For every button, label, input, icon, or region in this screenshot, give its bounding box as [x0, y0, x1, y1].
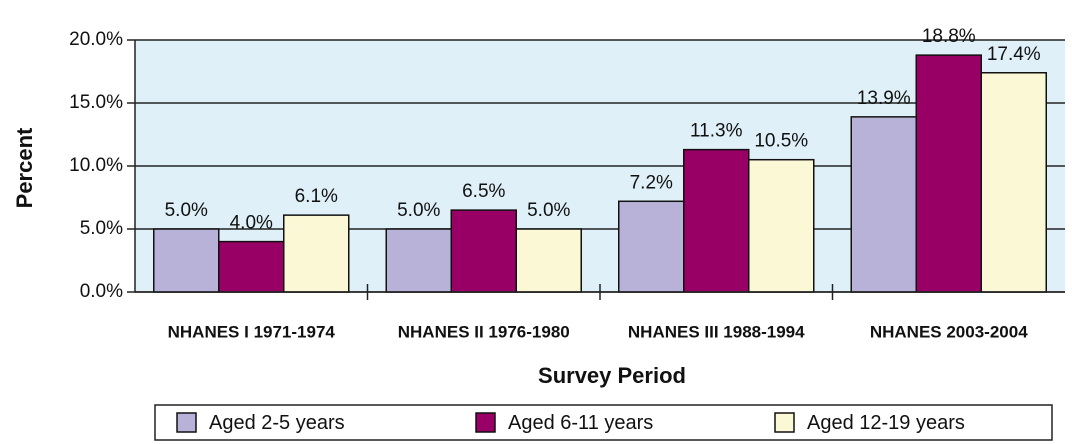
bar	[748, 158, 815, 293]
value-label: 6.5%	[462, 181, 505, 202]
legend-swatch	[475, 412, 496, 433]
bar	[515, 228, 582, 293]
bar	[980, 72, 1047, 293]
y-tick-label: 20.0%	[69, 29, 123, 50]
x-tick-label: NHANES II 1976-1980	[398, 322, 570, 341]
bar	[385, 228, 452, 293]
y-axis-label: Percent	[12, 127, 37, 208]
bar	[153, 228, 220, 293]
y-tick-label: 0.0%	[80, 281, 123, 302]
y-tick-label: 15.0%	[69, 92, 123, 113]
bar	[283, 214, 350, 293]
value-label: 13.9%	[857, 88, 911, 109]
y-tick-label: 5.0%	[80, 218, 123, 239]
value-label: 7.2%	[630, 172, 673, 193]
x-axis-label: Survey Period	[538, 363, 686, 388]
value-label: 10.5%	[754, 131, 808, 152]
legend-swatch	[774, 412, 795, 433]
legend-swatch	[176, 412, 197, 433]
value-label: 5.0%	[165, 200, 208, 221]
value-label: 5.0%	[527, 200, 570, 221]
value-label: 17.4%	[987, 44, 1041, 65]
legend-label: Aged 2-5 years	[209, 412, 345, 434]
value-label: 18.8%	[922, 26, 976, 47]
value-label: 6.1%	[295, 186, 338, 207]
x-tick-label: NHANES III 1988-1994	[628, 322, 805, 341]
value-label: 11.3%	[690, 121, 743, 142]
y-tick-label: 10.0%	[69, 155, 123, 176]
legend-box	[154, 404, 1053, 441]
legend-label: Aged 6-11 years	[508, 412, 653, 434]
x-tick-label: NHANES I 1971-1974	[168, 322, 336, 341]
bar	[218, 240, 285, 293]
bar	[618, 200, 685, 293]
value-label: 4.0%	[230, 213, 273, 234]
legend-label: Aged 12-19 years	[807, 412, 965, 434]
value-label: 5.0%	[397, 200, 440, 221]
bar	[915, 54, 982, 293]
bar	[683, 148, 750, 293]
x-tick-label: NHANES 2003-2004	[870, 322, 1028, 341]
bar	[850, 116, 917, 293]
bar	[450, 209, 517, 293]
